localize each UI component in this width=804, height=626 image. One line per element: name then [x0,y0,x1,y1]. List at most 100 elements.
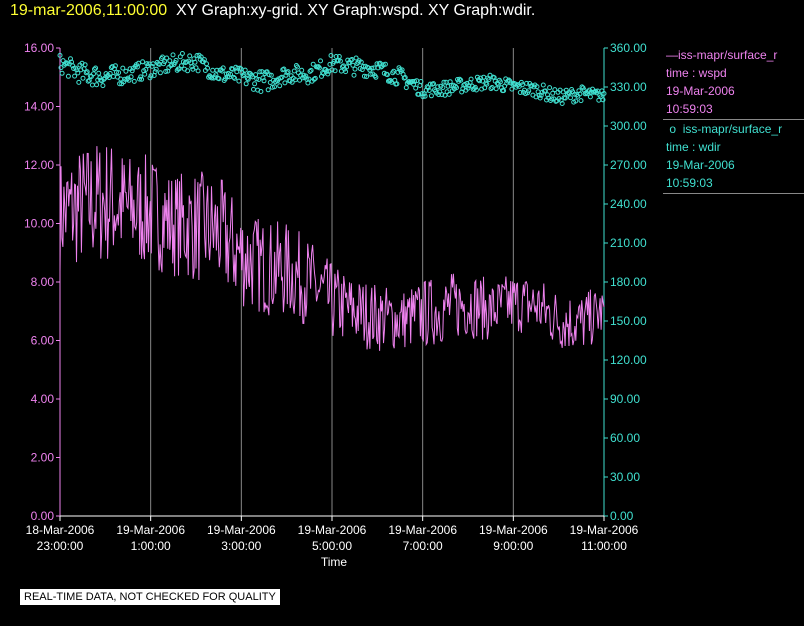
wdir-data-point [168,63,174,69]
wdir-data-point [148,73,154,79]
legend-wdir-marker: o [669,122,677,136]
wdir-data-point [402,75,408,80]
wdir-data-point [152,69,158,75]
x-tick-label: 9:00:00 [493,539,533,553]
wdir-data-point [195,68,201,74]
wdir-data-point [83,70,89,76]
wdir-data-point [562,95,568,101]
y-left-tick-label: 14.00 [24,100,54,114]
wdir-data-point [336,54,342,59]
wdir-data-point [411,81,417,87]
wdir-data-point [349,57,355,62]
wdir-data-point [373,74,379,80]
legend-wspd-date: 19-Mar-2006 [666,84,735,98]
wdir-data-point [291,68,297,74]
wdir-data-point [364,74,369,80]
wdir-data-point [107,71,113,76]
x-tick-label: 19-Mar-2006 [116,523,185,537]
wdir-data-point [547,85,553,91]
wdir-data-point [337,58,343,64]
wdir-data-point [422,93,428,99]
x-tick-label: 3:00:00 [221,539,261,553]
wdir-data-point [380,62,386,68]
wdir-data-point [428,93,434,99]
y-right-tick-label: 30.00 [610,470,640,484]
wdir-data-point [173,57,179,63]
wdir-data-point [285,69,291,75]
y-right-tick-label: 330.00 [610,80,647,94]
wdir-data-point [164,55,170,61]
y-left-tick-label: 0.00 [31,509,55,523]
legend-wdir-source: iss-mapr/surface_r [682,122,783,136]
wdir-data-point [257,69,263,75]
legend-wdir-label: time : wdir [666,140,721,154]
wdir-data-point [416,91,422,97]
wdir-data-point [228,71,233,77]
wdir-data-point [439,92,445,98]
wdir-data-point [518,79,524,85]
wdir-data-point [204,61,209,67]
wdir-data-point [526,88,532,94]
wdir-data-point [509,86,515,92]
wdir-data-point [163,69,169,74]
legend-separator-bottom [663,193,804,194]
timestamp-title: 19-mar-2006,11:00:00 [10,2,168,19]
wdir-data-point [325,71,331,77]
wdir-data-point [170,52,176,58]
wdir-data-point [198,54,204,60]
y-right-tick-label: 180.00 [610,275,647,289]
wdir-data-point [84,69,90,75]
wdir-data-point [486,77,492,83]
wdir-data-point [236,78,242,84]
wdir-data-point [241,72,247,77]
wspd-series-line [59,146,605,351]
wdir-data-point [283,72,289,78]
wdir-data-point [568,95,573,101]
wdir-data-point [126,77,132,83]
wdir-data-point [501,88,507,94]
wdir-data-point [268,72,274,78]
wdir-data-point [258,89,264,94]
wdir-data-point [310,61,316,67]
wdir-data-point [192,59,198,65]
wdir-data-point [213,72,219,78]
quality-notice: REAL-TIME DATA, NOT CHECKED FOR QUALITY [20,589,280,605]
wdir-data-point [277,83,283,89]
wdir-data-point [324,68,330,74]
wdir-data-point [307,68,313,74]
wdir-data-point [269,84,275,90]
wdir-data-point [216,76,222,82]
y-left-tick-label: 12.00 [24,158,54,172]
wdir-data-point [179,51,185,56]
wdir-data-point [82,62,88,68]
wdir-data-point [577,91,583,97]
wdir-data-point [421,91,427,97]
wdir-data-point [128,74,134,80]
wdir-data-point [153,66,159,72]
wdir-data-point [368,71,374,77]
wdir-data-point [114,69,119,75]
wdir-data-point [150,61,156,67]
wdir-data-point [524,80,530,86]
wdir-data-point [57,52,63,58]
wdir-data-point [351,72,357,78]
wdir-data-point [80,75,86,81]
wdir-data-point [284,70,290,76]
wdir-data-point [232,75,238,81]
wdir-data-point [327,61,333,67]
wdir-data-point [538,92,544,98]
wdir-data-point [143,67,149,72]
wdir-data-point [75,70,81,76]
wdir-data-point [254,76,260,82]
wdir-data-point [488,86,494,92]
wdir-data-point [328,53,334,58]
wdir-data-point [542,88,548,94]
wdir-data-point [244,75,250,81]
wdir-data-point [369,65,375,71]
wdir-data-point [91,71,96,77]
wdir-data-point [138,74,144,80]
wdir-data-point [297,77,303,83]
wdir-data-point [308,67,314,73]
wdir-data-point [474,74,480,80]
x-tick-label: 19-Mar-2006 [479,523,548,537]
